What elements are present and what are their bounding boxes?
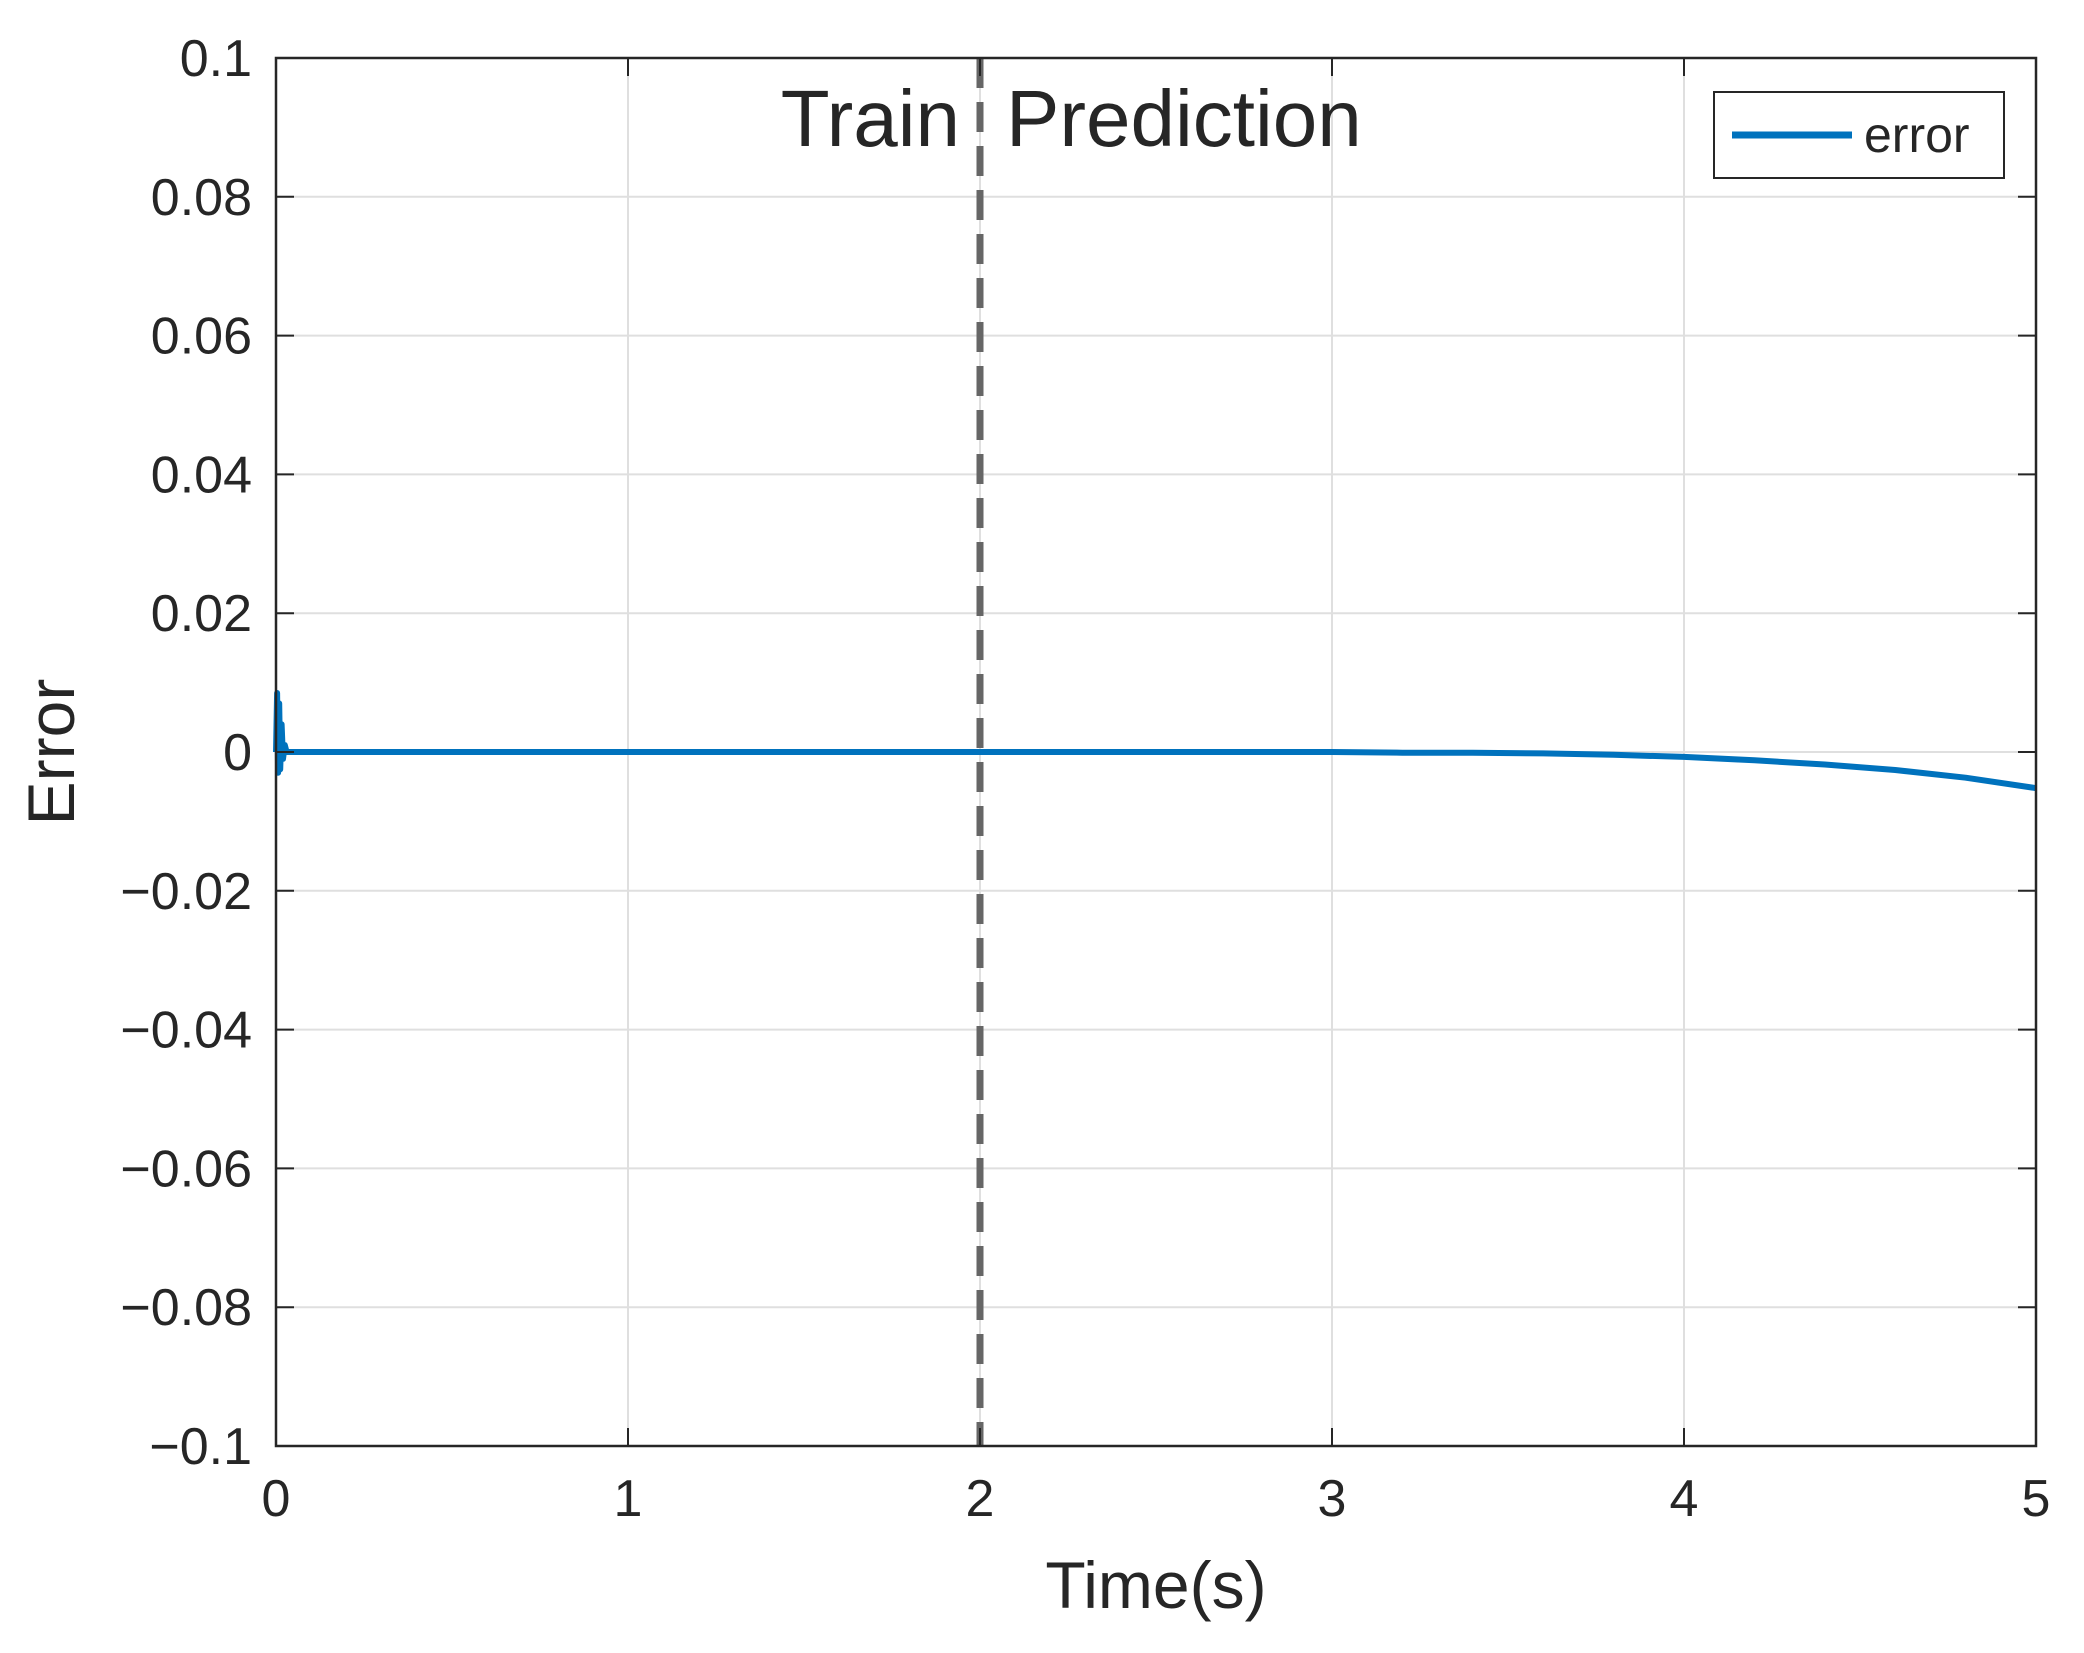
- x-axis-label: Time(s): [1045, 1548, 1266, 1622]
- y-tick-label: 0.06: [151, 308, 252, 366]
- prediction-region-label: Prediction: [1006, 74, 1362, 163]
- tick-labels: 0 1 2 3 4 5 0.1 0.08 0.06 0.04 0.02 0 −0.02 −0.04 −0.0…: [120, 30, 2050, 1528]
- y-tick-label: 0.1: [180, 30, 252, 88]
- series-line-error: [273, 690, 2037, 792]
- y-tick-label: 0.08: [151, 169, 252, 227]
- x-tick-label: 2: [966, 1470, 995, 1528]
- series-layer: [273, 690, 2037, 792]
- y-tick-label: −0.08: [120, 1279, 252, 1337]
- x-tick-label: 0: [262, 1470, 291, 1528]
- y-tick-label: 0.04: [151, 446, 252, 504]
- y-axis-label: Error: [14, 679, 88, 826]
- y-tick-label: −0.02: [120, 863, 252, 921]
- ticks: [275, 57, 2037, 1447]
- y-tick-label: 0.02: [151, 585, 252, 643]
- y-tick-label: −0.06: [120, 1140, 252, 1198]
- x-tick-label: 3: [1318, 1470, 1347, 1528]
- y-tick-label: −0.04: [120, 1002, 252, 1060]
- x-tick-label: 1: [614, 1470, 643, 1528]
- x-tick-label: 5: [2022, 1470, 2051, 1528]
- x-tick-label: 4: [1670, 1470, 1699, 1528]
- y-tick-label: −0.1: [149, 1418, 252, 1476]
- legend-entry-error: error: [1864, 107, 1970, 163]
- y-tick-label: 0: [223, 724, 252, 782]
- legend: error: [1713, 91, 2005, 179]
- train-region-label: Train: [781, 74, 960, 163]
